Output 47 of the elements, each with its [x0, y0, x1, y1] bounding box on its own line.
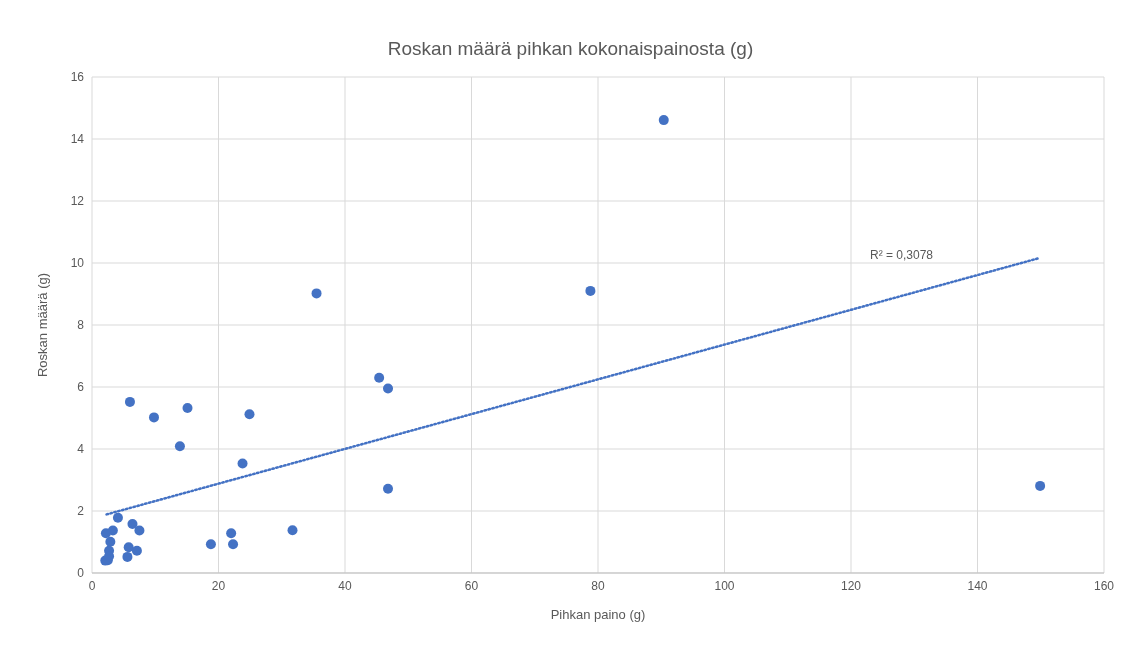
y-tick-label: 16: [70, 70, 85, 85]
x-axis-title: Pihkan paino (g): [550, 607, 646, 622]
point: [226, 528, 237, 539]
point: [127, 519, 138, 530]
x-tick-label: 40: [338, 578, 352, 593]
point: [287, 525, 298, 536]
point: [174, 441, 185, 452]
point: [237, 458, 248, 469]
point: [244, 409, 255, 420]
point: [311, 288, 322, 299]
y-tick-label: 4: [77, 442, 85, 457]
y-tick-label: 14: [70, 132, 85, 147]
point: [383, 383, 394, 394]
point: [1035, 480, 1046, 491]
y-tick-label: 6: [77, 380, 85, 395]
x-tick-label: 120: [840, 578, 862, 593]
x-tick-label: 0: [88, 578, 96, 593]
point: [123, 542, 134, 553]
y-tick-label: 8: [77, 318, 85, 333]
x-tick-label: 160: [1093, 578, 1115, 593]
point: [107, 525, 118, 536]
point: [205, 539, 216, 550]
x-tick-label: 100: [714, 578, 735, 593]
point: [182, 403, 193, 414]
point: [374, 372, 385, 383]
point: [105, 536, 116, 547]
point: [124, 396, 135, 407]
x-tick-label: 140: [967, 578, 988, 593]
y-tick-label: 0: [77, 566, 85, 581]
point: [122, 551, 133, 562]
x-tick-label: 80: [591, 578, 605, 593]
y-tick-label: 12: [70, 194, 85, 209]
y-tick-label: 10: [70, 256, 85, 271]
point: [131, 545, 142, 556]
annotation: R² = 0,3078: [870, 248, 934, 262]
chart-title: Roskan määrä pihkan kokonaispainosta (g): [386, 38, 755, 60]
y-axis-title: Roskan määrä (g): [34, 272, 50, 378]
point: [112, 512, 123, 523]
point: [383, 483, 394, 494]
x-tick-label: 60: [464, 578, 479, 593]
point: [134, 525, 145, 536]
y-tick-label: 2: [77, 504, 85, 519]
point: [585, 285, 596, 296]
x-tick-label: 20: [211, 578, 226, 593]
point: [148, 412, 159, 423]
point: [228, 539, 239, 550]
point: [658, 115, 669, 126]
